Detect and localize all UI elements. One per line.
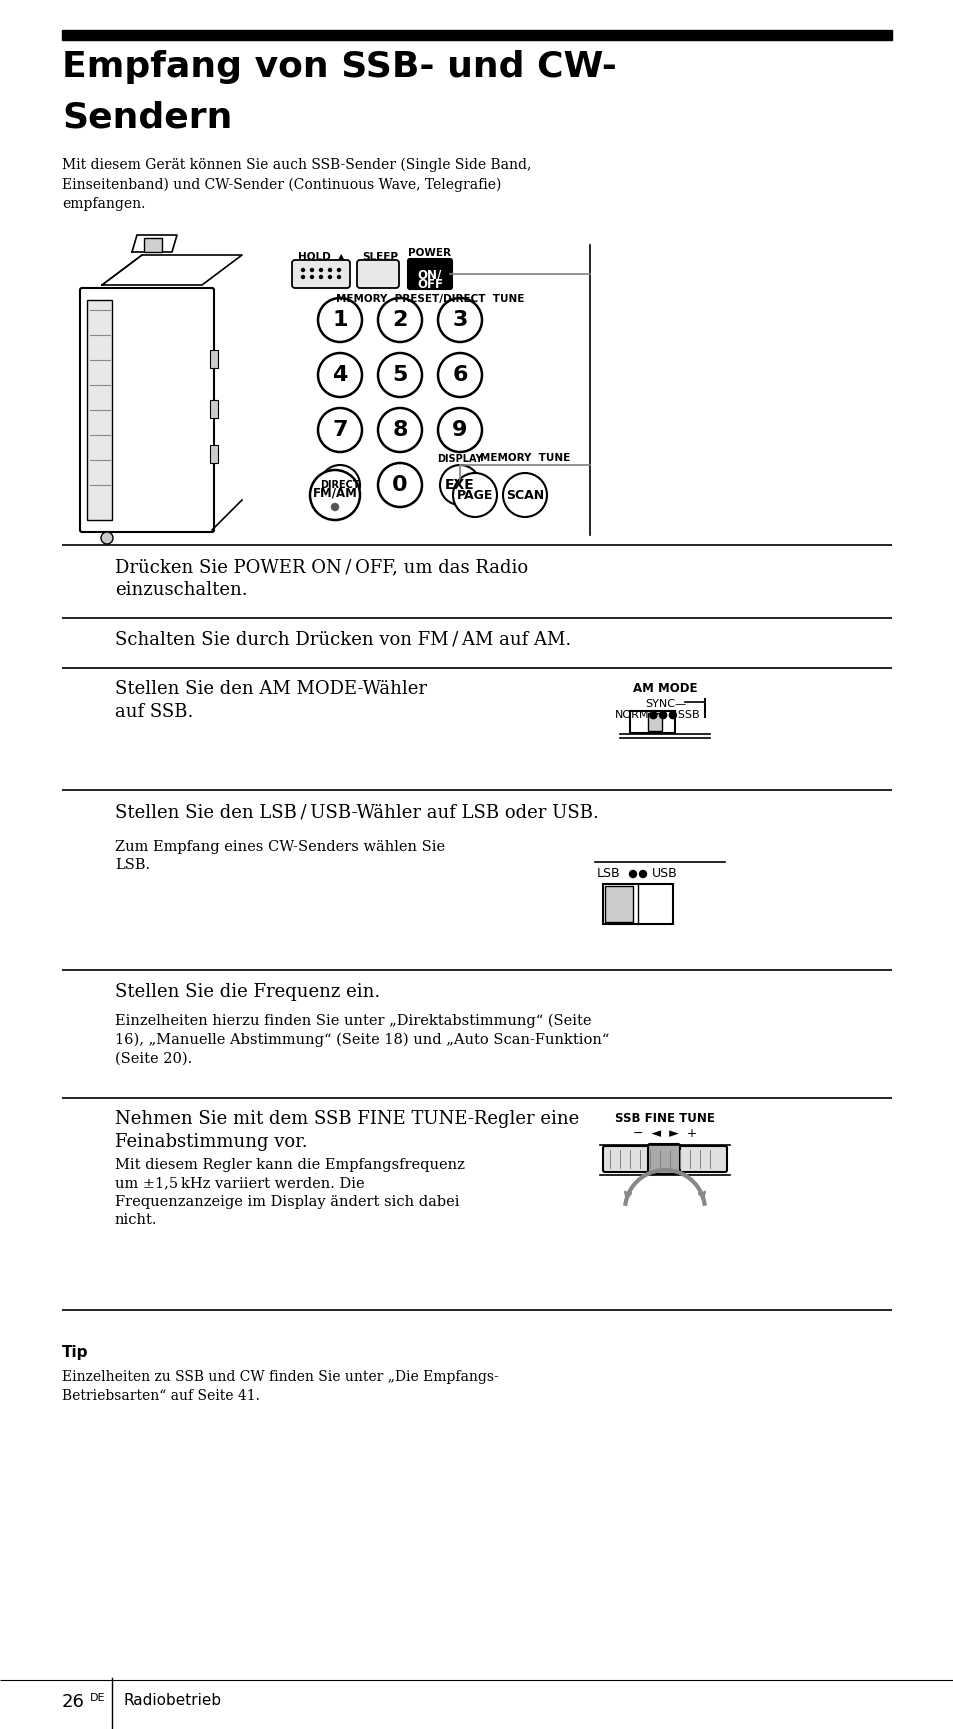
Circle shape	[317, 353, 361, 398]
Text: 4: 4	[332, 365, 347, 386]
Text: OFF: OFF	[416, 278, 442, 290]
Text: DISPLAY: DISPLAY	[436, 455, 482, 463]
Circle shape	[317, 297, 361, 342]
Text: Stellen Sie den LSB / USB-Wähler auf LSB oder USB.: Stellen Sie den LSB / USB-Wähler auf LSB…	[115, 802, 598, 821]
FancyBboxPatch shape	[292, 259, 350, 289]
Text: Stellen Sie die Frequenz ein.: Stellen Sie die Frequenz ein.	[115, 984, 380, 1001]
Text: Nehmen Sie mit dem SSB FINE TUNE-Regler eine
Feinabstimmung vor.: Nehmen Sie mit dem SSB FINE TUNE-Regler …	[115, 1110, 578, 1152]
Circle shape	[377, 353, 421, 398]
Text: Schalten Sie durch Drücken von FM / AM auf AM.: Schalten Sie durch Drücken von FM / AM a…	[115, 629, 571, 648]
Text: Mit diesem Regler kann die Empfangsfrequenz
um ±1,5 kHz variiert werden. Die
Fre: Mit diesem Regler kann die Empfangsfrequ…	[115, 1158, 464, 1228]
Text: DE: DE	[90, 1693, 106, 1703]
Text: Einzelheiten zu SSB und CW finden Sie unter „Die Empfangs-
Betriebsarten“ auf Se: Einzelheiten zu SSB und CW finden Sie un…	[62, 1369, 498, 1402]
Text: ON/: ON/	[417, 268, 441, 282]
Text: Tip: Tip	[62, 1345, 89, 1361]
Text: 8: 8	[392, 420, 407, 439]
Polygon shape	[132, 235, 177, 252]
Circle shape	[629, 870, 636, 878]
FancyBboxPatch shape	[647, 1145, 679, 1174]
Text: Stellen Sie den AM MODE-Wähler
auf SSB.: Stellen Sie den AM MODE-Wähler auf SSB.	[115, 679, 427, 721]
Circle shape	[337, 268, 340, 271]
Text: SLEEP: SLEEP	[361, 252, 397, 263]
Text: SYNC—: SYNC—	[644, 699, 685, 709]
Circle shape	[101, 533, 112, 545]
Circle shape	[319, 275, 322, 278]
Text: LSB: LSB	[597, 866, 620, 880]
Text: HOLD: HOLD	[297, 252, 331, 263]
Text: Zum Empfang eines CW-Senders wählen Sie
LSB.: Zum Empfang eines CW-Senders wählen Sie …	[115, 840, 445, 873]
Text: 1: 1	[332, 309, 348, 330]
Bar	[602, 884, 672, 923]
Circle shape	[310, 275, 314, 278]
Bar	[629, 711, 675, 733]
Bar	[210, 399, 218, 418]
Circle shape	[639, 870, 646, 878]
Bar	[210, 444, 218, 463]
Text: 0: 0	[392, 475, 407, 494]
Circle shape	[437, 297, 481, 342]
Text: USB: USB	[651, 866, 677, 880]
Circle shape	[317, 408, 361, 451]
FancyBboxPatch shape	[602, 1146, 726, 1172]
Text: POWER: POWER	[408, 247, 451, 258]
Polygon shape	[102, 254, 242, 285]
Bar	[604, 885, 633, 922]
Text: 3: 3	[452, 309, 467, 330]
Bar	[210, 349, 218, 368]
Circle shape	[439, 465, 479, 505]
Circle shape	[337, 275, 340, 278]
Text: MEMORY  TUNE: MEMORY TUNE	[479, 453, 570, 463]
Text: 26: 26	[62, 1693, 85, 1712]
Text: −  ◄  ►  +: − ◄ ► +	[632, 1127, 697, 1139]
Circle shape	[301, 275, 304, 278]
Text: Radiobetrieb: Radiobetrieb	[124, 1693, 222, 1708]
Circle shape	[502, 474, 546, 517]
Text: 5: 5	[392, 365, 407, 386]
Circle shape	[377, 408, 421, 451]
Text: Empfang von SSB- und CW-: Empfang von SSB- und CW-	[62, 50, 617, 85]
Text: EXE: EXE	[445, 477, 475, 493]
Circle shape	[310, 470, 359, 520]
Text: 7: 7	[332, 420, 348, 439]
Text: 9: 9	[452, 420, 467, 439]
FancyBboxPatch shape	[408, 259, 452, 289]
Circle shape	[319, 268, 322, 271]
Circle shape	[437, 408, 481, 451]
Bar	[144, 239, 162, 252]
FancyBboxPatch shape	[356, 259, 398, 289]
Circle shape	[331, 503, 338, 510]
Circle shape	[310, 268, 314, 271]
Bar	[87, 301, 112, 520]
Text: NORM●●●SSB: NORM●●●SSB	[615, 711, 700, 719]
Circle shape	[319, 465, 359, 505]
Circle shape	[453, 474, 497, 517]
Circle shape	[377, 297, 421, 342]
Circle shape	[328, 268, 331, 271]
Circle shape	[437, 353, 481, 398]
Circle shape	[301, 268, 304, 271]
FancyBboxPatch shape	[80, 289, 213, 533]
Text: Mit diesem Gerät können Sie auch SSB-Sender (Single Side Band,
Einseitenband) un: Mit diesem Gerät können Sie auch SSB-Sen…	[62, 157, 531, 211]
Text: AM MODE: AM MODE	[632, 681, 697, 695]
Bar	[62, 29, 891, 40]
Text: Drücken Sie POWER ON / OFF, um das Radio
einzuschalten.: Drücken Sie POWER ON / OFF, um das Radio…	[115, 558, 528, 598]
Text: 2: 2	[392, 309, 407, 330]
Text: FM/AM: FM/AM	[313, 486, 357, 500]
Text: 6: 6	[452, 365, 467, 386]
Text: PAGE: PAGE	[456, 489, 493, 501]
Bar	[647, 712, 661, 731]
Text: Einzelheiten hierzu finden Sie unter „Direktabstimmung“ (Seite
16), „Manuelle Ab: Einzelheiten hierzu finden Sie unter „Di…	[115, 1013, 609, 1065]
Text: SCAN: SCAN	[505, 489, 543, 501]
Text: ▲: ▲	[337, 252, 344, 261]
Text: DIRECT: DIRECT	[320, 481, 359, 489]
Text: Sendern: Sendern	[62, 100, 233, 135]
Text: SSB FINE TUNE: SSB FINE TUNE	[615, 1112, 714, 1126]
Circle shape	[328, 275, 331, 278]
Text: MEMORY  PRESET/DIRECT  TUNE: MEMORY PRESET/DIRECT TUNE	[335, 294, 523, 304]
Circle shape	[377, 463, 421, 507]
